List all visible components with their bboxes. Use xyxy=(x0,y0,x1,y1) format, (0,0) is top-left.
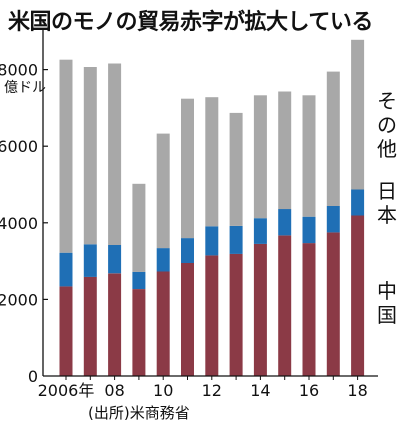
y-tick-label-0: 0 xyxy=(28,367,38,386)
bar-2-6 xyxy=(205,97,219,227)
x-tick-label-4: 10 xyxy=(153,381,173,400)
bar-1-6 xyxy=(205,226,219,256)
bar-0-0 xyxy=(59,286,73,376)
bar-2-0 xyxy=(59,59,73,253)
bar-1-10 xyxy=(302,216,316,244)
bar-2-5 xyxy=(181,98,194,239)
bar-2-1 xyxy=(83,67,97,245)
bar-0-1 xyxy=(83,276,97,376)
bar-0-4 xyxy=(156,271,170,376)
bar-2-12 xyxy=(351,39,365,190)
x-tick-label-8: 14 xyxy=(250,381,270,400)
bar-1-12 xyxy=(351,189,365,216)
source-note: (出所)米商務省 xyxy=(88,404,190,422)
bar-0-3 xyxy=(132,289,146,376)
bar-0-2 xyxy=(108,273,122,376)
x-tick-label-6: 12 xyxy=(202,381,222,400)
bar-1-4 xyxy=(156,248,170,272)
x-tick-label-10: 16 xyxy=(299,381,319,400)
bar-0-6 xyxy=(205,255,219,376)
bar-2-3 xyxy=(132,183,146,272)
bar-1-5 xyxy=(181,238,194,263)
legend-label-japan: 日本 xyxy=(377,179,397,227)
bar-2-2 xyxy=(108,63,122,245)
bar-1-9 xyxy=(278,209,292,236)
bar-2-11 xyxy=(326,71,340,206)
x-tick-label-2: 08 xyxy=(104,381,124,400)
y-tick-label-4: 8000 xyxy=(0,61,38,80)
bar-2-10 xyxy=(302,95,316,217)
bar-0-8 xyxy=(253,243,267,376)
legend-label-other: その他 xyxy=(377,89,397,161)
bar-1-11 xyxy=(326,206,340,233)
y-tick-label-3: 6000 xyxy=(0,137,38,156)
legend-label-china: 中国 xyxy=(377,279,397,327)
bar-0-10 xyxy=(302,243,316,376)
bar-2-7 xyxy=(229,112,243,226)
bar-1-0 xyxy=(59,252,73,287)
x-tick-label-0: 2006年 xyxy=(38,381,95,400)
bar-2-9 xyxy=(278,91,292,210)
bar-1-1 xyxy=(83,244,97,277)
chart-title: 米国のモノの貿易赤字が拡大している xyxy=(8,10,373,35)
bar-0-12 xyxy=(351,215,365,376)
bar-2-4 xyxy=(156,133,170,249)
bar-0-7 xyxy=(229,253,243,376)
bar-0-11 xyxy=(326,232,340,376)
bar-1-8 xyxy=(253,218,267,244)
bar-0-9 xyxy=(278,235,292,376)
x-tick-label-12: 18 xyxy=(347,381,367,400)
y-axis-unit: 億ドル xyxy=(4,80,46,96)
y-tick-label-1: 2000 xyxy=(0,290,38,309)
bar-2-8 xyxy=(253,95,267,219)
bar-0-5 xyxy=(181,263,194,376)
bar-1-2 xyxy=(108,245,122,274)
bar-1-3 xyxy=(132,271,146,289)
y-tick-label-2: 4000 xyxy=(0,214,38,233)
bar-1-7 xyxy=(229,225,243,254)
